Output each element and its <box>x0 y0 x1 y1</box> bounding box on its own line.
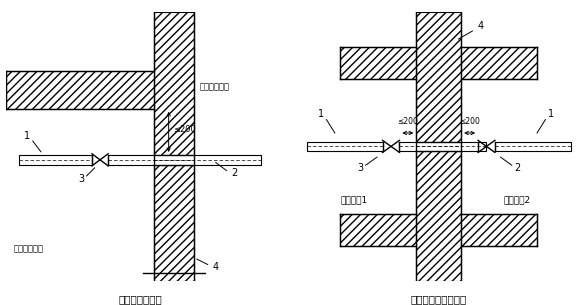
Text: 2: 2 <box>514 163 521 173</box>
Text: ≤200: ≤200 <box>459 117 480 126</box>
Text: 4: 4 <box>213 262 219 272</box>
Text: 3: 3 <box>357 163 363 173</box>
Polygon shape <box>495 142 571 151</box>
Text: 防护单元1: 防护单元1 <box>341 196 368 205</box>
Text: 4: 4 <box>478 21 484 30</box>
Polygon shape <box>400 142 487 151</box>
Text: 防空地下室内: 防空地下室内 <box>14 244 44 253</box>
Text: 管道从相邻单元引入: 管道从相邻单元引入 <box>411 294 467 304</box>
Polygon shape <box>461 47 537 79</box>
Polygon shape <box>108 155 261 165</box>
Polygon shape <box>19 155 92 165</box>
Polygon shape <box>340 47 417 79</box>
Text: 3: 3 <box>78 174 84 184</box>
Polygon shape <box>417 12 461 281</box>
Text: ≤200: ≤200 <box>397 117 418 126</box>
Polygon shape <box>6 71 154 109</box>
Text: 1: 1 <box>318 109 324 119</box>
Text: 1: 1 <box>25 131 30 141</box>
Polygon shape <box>417 142 461 151</box>
Polygon shape <box>340 214 417 246</box>
Polygon shape <box>307 142 383 151</box>
Polygon shape <box>461 214 537 246</box>
Polygon shape <box>154 155 194 165</box>
Polygon shape <box>154 12 194 281</box>
Text: ≤200: ≤200 <box>173 125 195 134</box>
Text: 管道从侧墙出入: 管道从侧墙出入 <box>119 294 162 304</box>
Text: 防护单元2: 防护单元2 <box>504 196 531 205</box>
Text: 2: 2 <box>232 168 238 178</box>
Text: 1: 1 <box>548 109 554 119</box>
Text: 防空地下室外: 防空地下室外 <box>199 83 229 92</box>
